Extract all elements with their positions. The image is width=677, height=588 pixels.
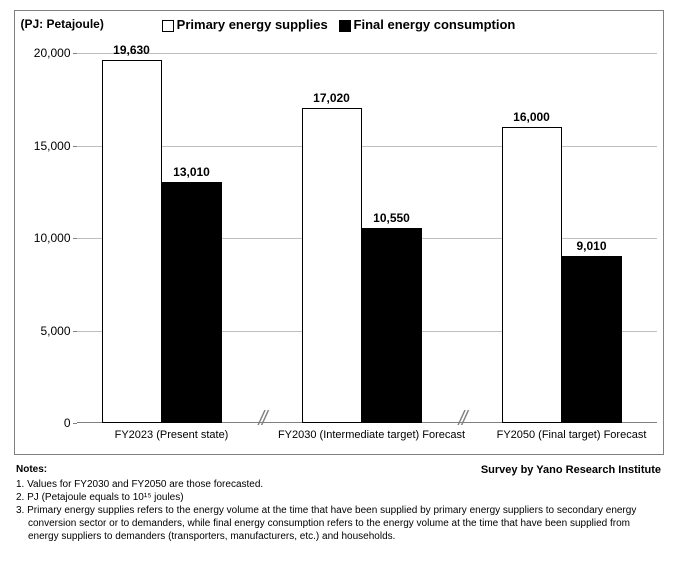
legend: Primary energy supplies Final energy con…	[15, 17, 663, 32]
y-tick-mark	[73, 53, 77, 54]
bar-final	[162, 182, 222, 423]
legend-swatch-primary	[162, 20, 174, 32]
note-item: 3. Primary energy supplies refers to the…	[16, 504, 661, 543]
note-item: 1. Values for FY2030 and FY2050 are thos…	[16, 478, 661, 491]
plot-area: 05,00010,00015,00020,00019,63013,010FY20…	[77, 53, 657, 423]
notes-section: Survey by Yano Research Institute Notes:…	[16, 463, 661, 543]
bar-primary	[102, 60, 162, 423]
bar-value-label: 16,000	[502, 110, 562, 124]
x-tick-label: FY2050 (Final target) Forecast	[477, 423, 667, 441]
bar-value-label: 17,020	[302, 91, 362, 105]
x-tick-label: FY2030 (Intermediate target) Forecast	[277, 423, 467, 441]
y-tick-mark	[73, 238, 77, 239]
legend-label-final: Final energy consumption	[354, 17, 516, 32]
axis-break: //	[459, 408, 466, 431]
bar-value-label: 10,550	[362, 211, 422, 225]
bar-value-label: 13,010	[162, 165, 222, 179]
gridline	[77, 53, 657, 54]
y-tick-mark	[73, 331, 77, 332]
y-tick-label: 15,000	[25, 139, 71, 153]
notes-list: 1. Values for FY2030 and FY2050 are thos…	[16, 478, 661, 543]
bar-primary	[502, 127, 562, 423]
legend-label-primary: Primary energy supplies	[177, 17, 328, 32]
y-tick-label: 5,000	[25, 324, 71, 338]
bar-value-label: 9,010	[562, 239, 622, 253]
y-tick-label: 20,000	[25, 46, 71, 60]
legend-swatch-final	[339, 20, 351, 32]
gridline	[77, 146, 657, 147]
x-tick-label: FY2023 (Present state)	[77, 423, 267, 441]
bar-final	[562, 256, 622, 423]
survey-credit: Survey by Yano Research Institute	[481, 463, 661, 477]
y-tick-mark	[73, 146, 77, 147]
chart-container: (PJ: Petajoule) Primary energy supplies …	[14, 10, 664, 455]
bar-value-label: 19,630	[102, 43, 162, 57]
bar-primary	[302, 108, 362, 423]
axis-break: //	[259, 408, 266, 431]
bar-final	[362, 228, 422, 423]
y-tick-label: 10,000	[25, 231, 71, 245]
note-item: 2. PJ (Petajoule equals to 10¹⁵ joules)	[16, 491, 661, 504]
y-tick-label: 0	[25, 416, 71, 430]
